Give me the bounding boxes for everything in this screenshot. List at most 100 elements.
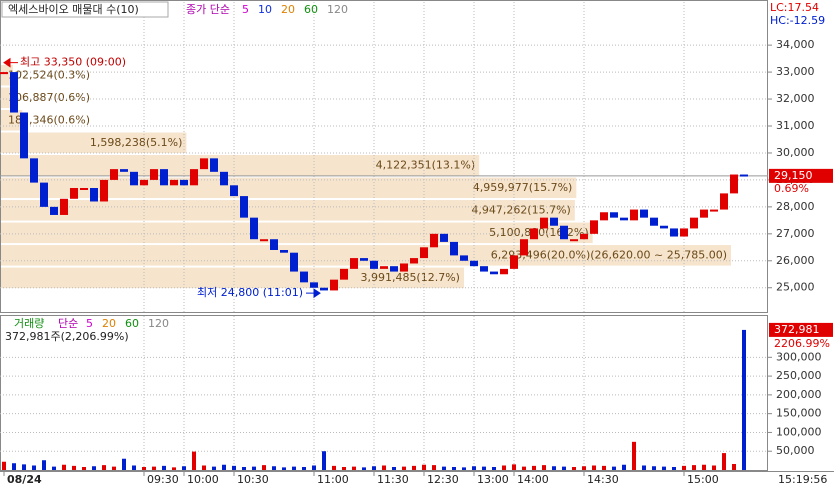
volume-bar	[542, 465, 546, 470]
price-candle	[440, 233, 448, 242]
price-candle	[380, 266, 388, 269]
volume-bar	[182, 466, 186, 470]
x-tick-label: 11:30	[377, 473, 409, 486]
price-candle	[90, 188, 98, 202]
price-candle	[170, 179, 178, 186]
price-candle	[110, 169, 118, 180]
volume-bar	[222, 464, 226, 470]
volume-bar	[102, 465, 106, 470]
price-candle	[260, 239, 268, 242]
volume-title: 거래량	[14, 317, 44, 330]
volume-bar	[442, 466, 446, 470]
x-tick-label: 10:00	[187, 473, 219, 486]
price-candle	[400, 263, 408, 272]
y-tick-label: 33,000	[776, 65, 815, 78]
volume-bar	[212, 466, 216, 470]
price-candle	[660, 225, 668, 229]
volume-bar	[62, 464, 66, 470]
volume-bar	[712, 465, 716, 470]
volume-bar	[342, 466, 346, 470]
price-candle	[570, 239, 578, 242]
profile-bar	[1, 132, 187, 154]
volume-bar	[492, 466, 496, 470]
price-candle	[610, 212, 618, 218]
volume-bar	[512, 464, 516, 470]
price-candle	[500, 268, 508, 275]
last-volume-box	[769, 322, 833, 337]
y-tick-label: 34,000	[776, 38, 815, 51]
profile-label: 183,346(0.6%)	[8, 113, 90, 126]
volume-bar	[372, 466, 376, 470]
volume-ma-legend-item: 60	[125, 317, 139, 330]
profile-label: 4,947,262(15.7%)	[471, 203, 571, 216]
price-candle	[120, 169, 128, 172]
price-candle	[10, 72, 18, 113]
price-candle	[60, 198, 68, 215]
ma-legend-item: 10	[258, 3, 272, 16]
x-tick-label: 09:30	[147, 473, 179, 486]
volume-bar	[582, 466, 586, 470]
volume-bar	[32, 465, 36, 470]
price-candle	[450, 241, 458, 256]
price-candle	[250, 217, 258, 240]
volume-bar	[252, 466, 256, 470]
price-candle	[670, 228, 678, 237]
header-box	[1, 1, 169, 18]
profile-label: 3,991,485(12.7%)	[360, 271, 460, 284]
volume-bar	[652, 466, 656, 470]
price-candle	[130, 171, 138, 186]
volume-bar	[702, 464, 706, 470]
x-tick-label: 08/24	[7, 473, 42, 486]
volume-bar	[412, 465, 416, 470]
volume-bar	[82, 466, 86, 470]
volume-bar	[672, 466, 676, 470]
volume-bar	[322, 451, 326, 470]
volume-ma-legend-item: 20	[102, 317, 116, 330]
price-candle	[290, 252, 298, 272]
volume-bar	[142, 466, 146, 470]
volume-bar	[292, 466, 296, 470]
volume-ma-label: 단순	[58, 317, 78, 330]
volume-bar	[422, 464, 426, 470]
price-candle	[300, 271, 308, 283]
price-candle	[230, 185, 238, 197]
volume-bar	[632, 441, 636, 470]
volume-bar	[202, 465, 206, 470]
volume-bar	[12, 463, 16, 470]
price-candle	[740, 174, 748, 177]
price-candle	[690, 217, 698, 229]
price-candle	[730, 174, 738, 194]
volume-bar	[112, 466, 116, 470]
price-candle	[490, 271, 498, 275]
price-candle	[210, 158, 218, 172]
x-tick-label: 15:00	[687, 473, 719, 486]
volume-bar	[502, 465, 506, 470]
price-candle	[520, 239, 528, 256]
volume-bar	[562, 466, 566, 470]
volume-bar	[72, 465, 76, 470]
volume-ma-legend-item: 5	[86, 317, 93, 330]
price-candle	[560, 225, 568, 240]
ma-legend-item: 120	[327, 3, 348, 16]
price-candle	[460, 255, 468, 261]
low-label: 최저 24,800 (11:01)	[197, 286, 303, 299]
price-candle	[330, 279, 338, 291]
y-tick-label: 25,000	[776, 281, 815, 294]
volume-bar	[122, 458, 126, 470]
profile-label: 6,293,496(20.0%)(26,620.00 ~ 25,785.00)	[491, 248, 727, 261]
profile-label: 4,959,977(15.7%)	[473, 181, 573, 194]
volume-bar	[522, 466, 526, 470]
price-candle	[340, 268, 348, 280]
profile-label: 5,100,880(16.2%)	[489, 226, 589, 239]
price-candle	[150, 169, 158, 180]
price-candle	[0, 72, 8, 75]
price-candle	[540, 217, 548, 229]
volume-bar	[472, 466, 476, 470]
volume-bar	[532, 465, 536, 470]
price-candle	[720, 193, 728, 210]
price-candle	[160, 169, 168, 186]
y-tick-label: 27,000	[776, 227, 815, 240]
volume-bar	[552, 466, 556, 470]
y-tick-label: 28,000	[776, 200, 815, 213]
volume-bar	[432, 465, 436, 470]
